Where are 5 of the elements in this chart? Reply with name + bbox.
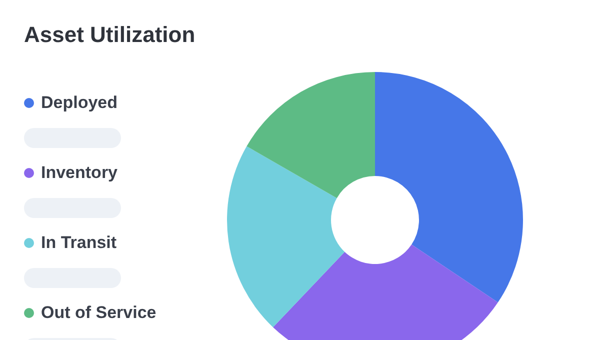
legend-label: Deployed xyxy=(41,93,118,113)
legend-label: Inventory xyxy=(41,163,118,183)
legend-label: Out of Service xyxy=(41,303,156,323)
legend-label: In Transit xyxy=(41,233,117,253)
chart-title: Asset Utilization xyxy=(24,22,196,48)
